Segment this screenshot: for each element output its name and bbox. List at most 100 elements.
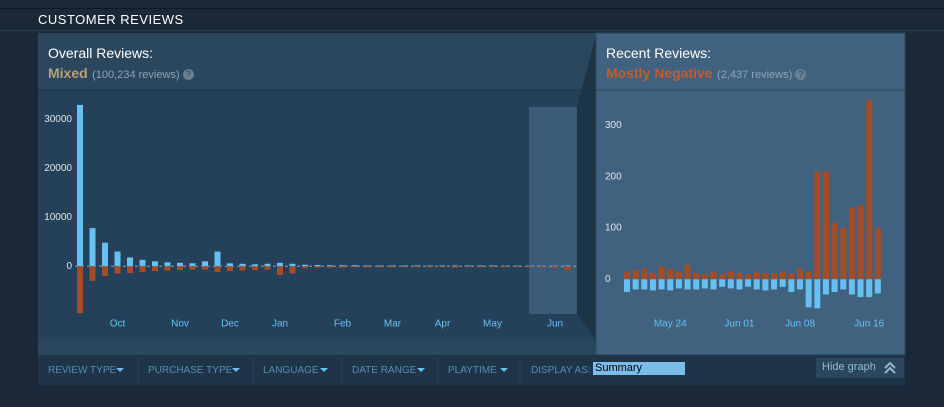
bar — [389, 266, 396, 268]
bar — [658, 279, 665, 290]
bar — [840, 227, 847, 280]
bar — [814, 171, 821, 280]
recent-label: Recent Reviews: — [606, 45, 712, 61]
filter-date-range[interactable]: DATE RANGE — [352, 365, 417, 376]
bar — [527, 266, 533, 268]
bar — [114, 266, 121, 274]
bar — [866, 279, 873, 298]
hide-graph-button-bg — [816, 358, 904, 378]
y-tick-label: 0 — [605, 274, 611, 285]
x-tick-label: May — [483, 319, 502, 330]
bar — [202, 261, 208, 267]
bar — [77, 104, 83, 267]
filter-purchase-type[interactable]: PURCHASE TYPE — [148, 365, 233, 376]
bar — [364, 266, 371, 268]
bar — [857, 279, 864, 298]
bar — [831, 279, 838, 292]
bar — [736, 279, 743, 290]
bar — [745, 274, 752, 280]
bar — [840, 279, 847, 290]
bar — [649, 273, 656, 280]
bar — [414, 266, 421, 268]
x-tick-label: Oct — [110, 319, 126, 330]
y-tick-label: 30000 — [44, 114, 72, 125]
bar — [641, 279, 648, 290]
bar — [649, 279, 656, 291]
recent-rating: Mostly Negative — [606, 65, 713, 81]
bar — [189, 266, 196, 270]
zoom-connector — [577, 35, 596, 340]
bar — [439, 266, 446, 268]
bar — [719, 274, 726, 280]
bar — [667, 279, 674, 291]
display-as-label: DISPLAY AS: — [531, 365, 591, 376]
bar — [822, 279, 829, 295]
bar — [102, 266, 108, 276]
bar — [874, 279, 881, 294]
bar — [848, 207, 855, 280]
bar — [139, 259, 146, 267]
bar — [464, 265, 471, 267]
bar — [753, 279, 760, 290]
filter-language[interactable]: LANGUAGE — [263, 365, 319, 376]
bar — [177, 262, 183, 267]
recent-help[interactable]: ? — [795, 69, 807, 80]
bar — [831, 222, 838, 280]
x-tick-label: Dec — [221, 319, 239, 330]
bar — [77, 266, 83, 314]
bar — [289, 263, 296, 267]
bar — [762, 273, 769, 280]
bar — [139, 266, 146, 273]
bar — [675, 271, 682, 280]
bar — [364, 265, 371, 267]
overall-help[interactable]: ? — [182, 69, 194, 80]
bar — [667, 268, 674, 280]
bar — [177, 266, 183, 271]
bar — [848, 279, 855, 295]
filter-playtime[interactable]: PLAYTIME — [448, 365, 497, 376]
recent-count: (2,437 reviews) — [717, 69, 793, 81]
bar — [252, 264, 258, 267]
bar — [352, 266, 358, 268]
bar — [762, 279, 769, 291]
bar — [252, 266, 258, 271]
recent-summary: Recent Reviews: Mostly Negative (2,437 r… — [606, 45, 807, 83]
section-title: CUSTOMER REVIEWS — [38, 12, 184, 27]
bar — [727, 271, 734, 280]
bar — [788, 279, 795, 292]
x-tick-label: Jun 01 — [724, 319, 754, 330]
bar — [701, 279, 708, 289]
display-select[interactable]: Summary — [593, 362, 685, 375]
bar — [641, 268, 648, 280]
bar — [314, 265, 321, 267]
bar — [377, 265, 383, 267]
bar — [227, 263, 233, 267]
bar — [624, 271, 630, 280]
overall-plot-bg — [38, 90, 596, 340]
bar — [114, 251, 121, 267]
bar — [710, 279, 717, 290]
bar — [452, 266, 458, 268]
bar — [797, 279, 803, 290]
bar — [264, 266, 271, 270]
bar — [264, 263, 271, 267]
bar — [289, 266, 296, 274]
x-tick-label: Nov — [171, 319, 189, 330]
bar — [624, 279, 630, 292]
bar — [753, 271, 760, 280]
filter-separators — [137, 356, 521, 384]
filter-review-type[interactable]: REVIEW TYPE — [48, 365, 117, 376]
bar — [189, 263, 196, 267]
bar — [377, 266, 383, 268]
bar — [771, 273, 778, 280]
bar — [788, 273, 795, 280]
bar — [127, 266, 133, 274]
x-tick-label: Apr — [435, 319, 451, 330]
hide-graph[interactable]: Hide graph — [822, 361, 876, 373]
top-rule — [0, 8, 944, 9]
bar — [427, 266, 433, 268]
y-tick-label: 10000 — [44, 212, 72, 223]
bar — [164, 262, 171, 267]
bar — [745, 279, 752, 287]
